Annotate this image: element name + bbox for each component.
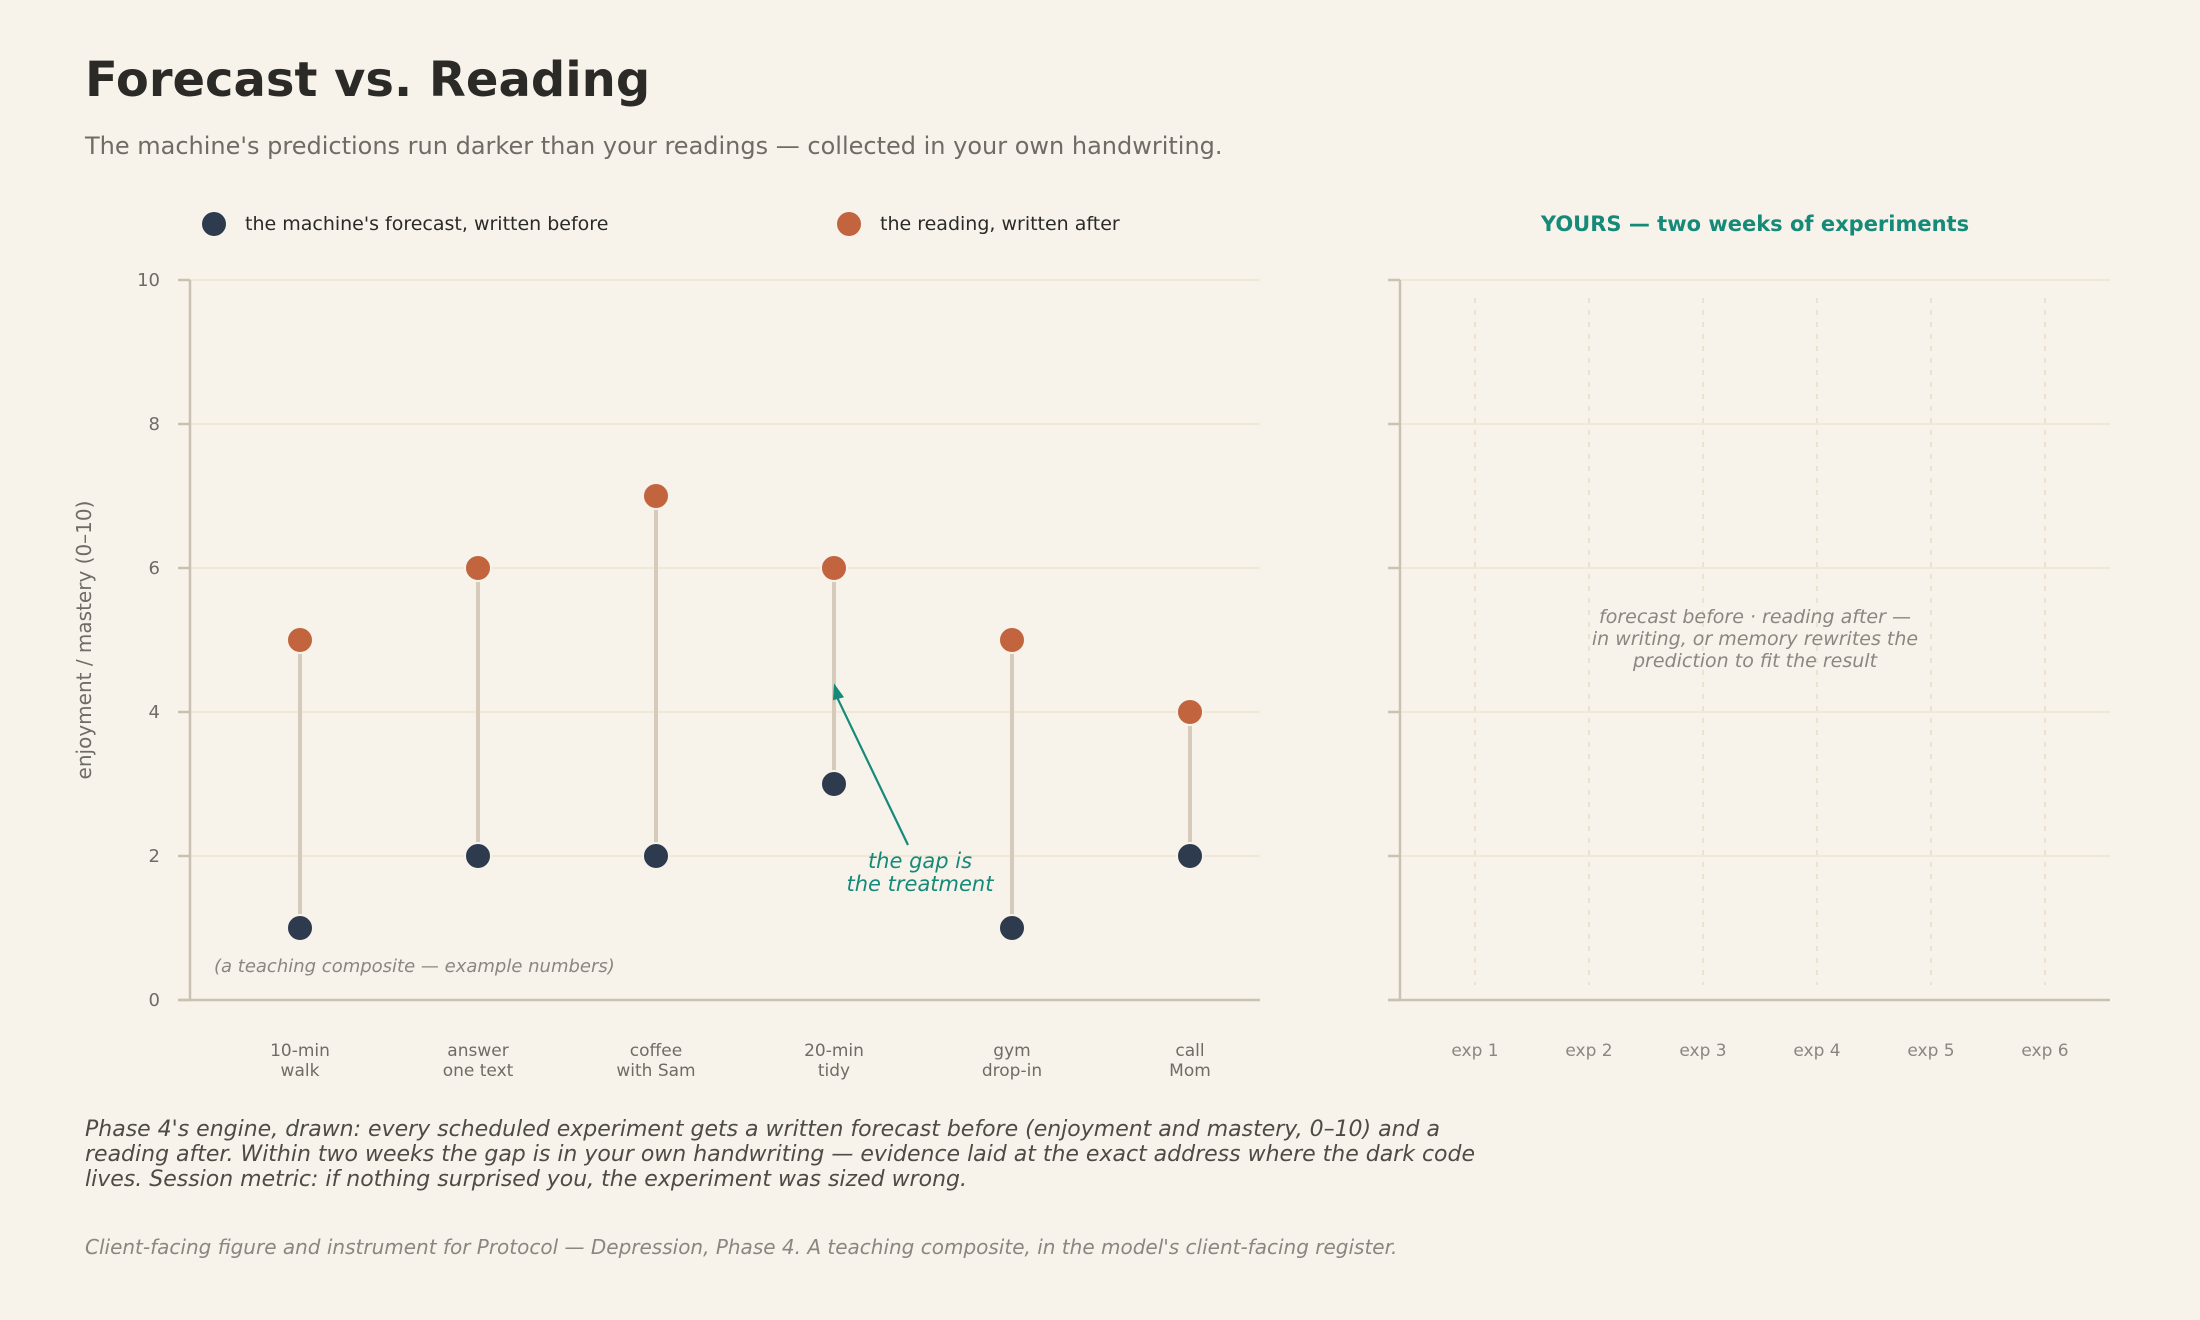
forecast-point bbox=[998, 914, 1026, 942]
forecast-point bbox=[464, 842, 492, 870]
x-tick-label: call Mom bbox=[1169, 1041, 1211, 1081]
x-tick-label: exp 3 bbox=[1679, 1041, 1726, 1061]
x-tick-label: exp 6 bbox=[2021, 1041, 2068, 1061]
forecast-point bbox=[1176, 842, 1204, 870]
x-tick-label: 10-min walk bbox=[270, 1041, 330, 1081]
x-tick-label: exp 1 bbox=[1451, 1041, 1498, 1061]
chart-note: (a teaching composite — example numbers) bbox=[214, 956, 615, 977]
annotation-arrowhead bbox=[833, 683, 844, 701]
x-tick-label: exp 4 bbox=[1793, 1041, 1840, 1061]
forecast-point bbox=[820, 770, 848, 798]
x-tick-label: gym drop-in bbox=[982, 1041, 1042, 1081]
figure-footnote: Client-facing figure and instrument for … bbox=[85, 1235, 1398, 1259]
x-tick-label: coffee with Sam bbox=[616, 1041, 695, 1081]
reading-point bbox=[464, 554, 492, 582]
y-tick-label: 8 bbox=[149, 414, 160, 435]
y-tick-label: 10 bbox=[137, 270, 160, 291]
y-tick-label: 0 bbox=[149, 990, 160, 1011]
panel-title: YOURS — two weeks of experiments bbox=[1540, 212, 1969, 236]
figure-caption: Phase 4's engine, drawn: every scheduled… bbox=[85, 1117, 1476, 1192]
forecast-point bbox=[642, 842, 670, 870]
reading-point bbox=[998, 626, 1026, 654]
forecast-point bbox=[286, 914, 314, 942]
x-tick-label: answer one text bbox=[443, 1041, 514, 1081]
legend-reading-marker bbox=[837, 212, 861, 236]
legend-forecast-marker bbox=[202, 212, 226, 236]
annotation-text: the gap is the treatment bbox=[847, 849, 995, 896]
y-tick-label: 6 bbox=[149, 558, 160, 579]
y-axis-label: enjoyment / mastery (0–10) bbox=[72, 501, 96, 780]
page-subtitle: The machine's predictions run darker tha… bbox=[85, 132, 1223, 160]
page-title: Forecast vs. Reading bbox=[85, 52, 651, 108]
reading-point bbox=[286, 626, 314, 654]
legend-forecast-label: the machine's forecast, written before bbox=[245, 213, 608, 235]
annotation-arrow bbox=[836, 696, 909, 846]
x-tick-label: exp 5 bbox=[1907, 1041, 1954, 1061]
reading-point bbox=[820, 554, 848, 582]
x-tick-label: 20-min tidy bbox=[804, 1041, 864, 1081]
reading-point bbox=[642, 482, 670, 510]
y-tick-label: 2 bbox=[149, 846, 160, 867]
legend-reading-label: the reading, written after bbox=[880, 213, 1120, 235]
y-tick-label: 4 bbox=[149, 702, 160, 723]
x-tick-label: exp 2 bbox=[1565, 1041, 1612, 1061]
reading-point bbox=[1176, 698, 1204, 726]
panel-note: forecast before · reading after — in writ… bbox=[1592, 606, 1918, 672]
